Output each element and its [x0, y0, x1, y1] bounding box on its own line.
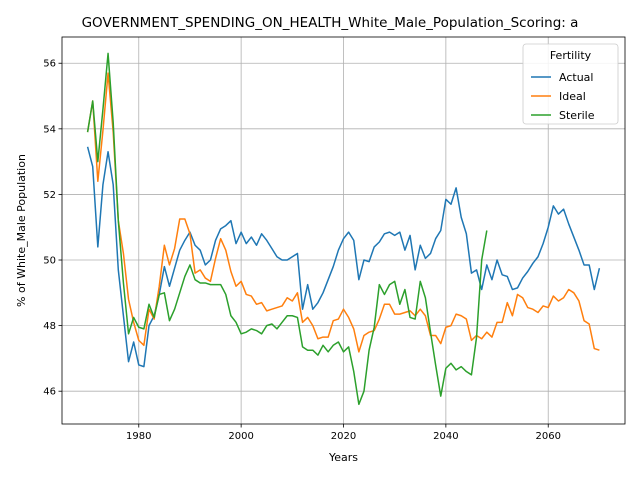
legend-box — [522, 43, 619, 125]
grid-lines — [62, 37, 625, 424]
y-tick-label: 46 — [43, 387, 56, 398]
x-tick-label: 1980 — [126, 431, 151, 442]
x-tick-label: 2040 — [433, 431, 458, 442]
chart-title: GOVERNMENT_SPENDING_ON_HEALTH_White_Male… — [82, 15, 579, 31]
x-tick-label: 2020 — [331, 431, 356, 442]
x-tick-label: 2000 — [228, 431, 253, 442]
series-line-ideal — [86, 72, 600, 353]
y-tick-label: 54 — [43, 124, 56, 135]
y-tick-label: 50 — [43, 256, 56, 267]
y-tick-label: 52 — [43, 190, 56, 201]
legend-title: Fertility — [550, 49, 592, 62]
series-layer — [86, 52, 601, 406]
y-tick-label: 48 — [43, 321, 56, 332]
y-axis-ticks: 46 48 50 52 54 56 — [43, 59, 62, 398]
series-line-sterile — [86, 52, 488, 406]
legend-label-sterile: Sterile — [559, 109, 595, 122]
x-tick-label: 2060 — [536, 431, 561, 442]
x-axis-ticks: 1980 2000 2020 2040 2060 — [126, 424, 561, 442]
x-axis-label: Years — [328, 451, 358, 464]
legend: Fertility Actual Ideal Sterile — [522, 43, 619, 125]
legend-label-actual: Actual — [559, 71, 593, 84]
y-tick-label: 56 — [43, 59, 56, 70]
y-axis-label: % of White_Male Population — [15, 154, 28, 307]
legend-label-ideal: Ideal — [559, 90, 586, 103]
series-line-actual — [86, 146, 601, 368]
